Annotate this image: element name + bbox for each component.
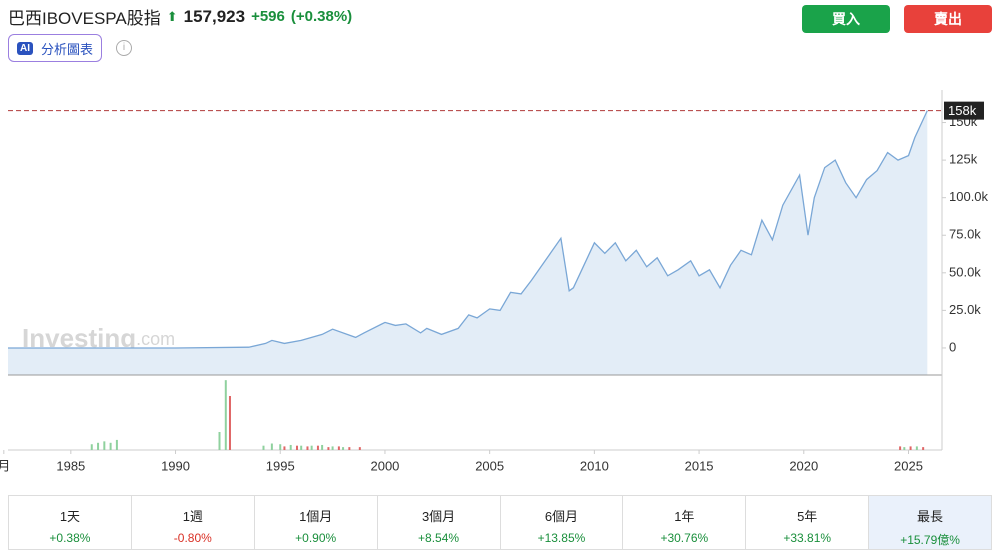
- volume-bar: [922, 447, 925, 450]
- price: 157,923: [183, 6, 246, 26]
- period-tab[interactable]: 最長 +15.79億%: [869, 496, 991, 549]
- chart: Investing.com 025.0k50.0k75.0k100.0k125k1…: [0, 90, 989, 473]
- period-change: +13.85%: [537, 531, 586, 545]
- period-change: +30.76%: [660, 531, 709, 545]
- y-tick-label: 50.0k: [949, 264, 981, 279]
- period-tab[interactable]: 1週 -0.80%: [132, 496, 255, 549]
- period-tab[interactable]: 5年 +33.81%: [746, 496, 870, 549]
- current-price-box: [944, 101, 984, 120]
- x-tick-label: 2020: [789, 458, 818, 473]
- period-label: 1年: [674, 509, 695, 524]
- volume-bar: [97, 442, 100, 450]
- volume-bar: [262, 445, 265, 450]
- x-tick-label: 1985: [56, 458, 85, 473]
- volume-bar: [109, 442, 112, 450]
- x-tick-label: 1995: [266, 458, 295, 473]
- period-label: 最長: [917, 509, 944, 524]
- volume-bar: [300, 445, 303, 450]
- volume-bar: [903, 447, 906, 450]
- ai-label: 分析圖表: [41, 41, 94, 57]
- period-change: +8.54%: [418, 531, 460, 545]
- volume-bar: [358, 447, 361, 450]
- volume-bar: [337, 446, 340, 450]
- volume-bar: [321, 444, 324, 450]
- y-tick-label: 25.0k: [949, 302, 981, 317]
- volume-bar: [218, 432, 221, 450]
- period-change: +15.79億%: [900, 533, 960, 547]
- volume-bar: [909, 446, 912, 450]
- volume-bar: [270, 443, 273, 450]
- x-tick-label: 2015: [685, 458, 714, 473]
- header: 巴西IBOVESPA股指 ⬆ 157,923 +596 (+0.38%): [8, 4, 352, 29]
- x-tick-label: 1990: [161, 458, 190, 473]
- x-tick-label: 2000: [370, 458, 399, 473]
- volume-bar: [342, 447, 345, 450]
- volume-bar: [310, 445, 313, 450]
- volume-bar: [295, 445, 298, 450]
- volume-bar: [348, 447, 351, 450]
- period-label: 5年: [797, 509, 818, 524]
- buy-button[interactable]: 買入: [802, 5, 890, 33]
- period-change: +0.38%: [49, 531, 91, 545]
- volume-bar: [279, 444, 282, 450]
- period-tab[interactable]: 1個月 +0.90%: [255, 496, 378, 549]
- volume-bar: [915, 446, 918, 450]
- x-tick-label: 2025: [894, 458, 923, 473]
- volume-bar: [103, 441, 106, 450]
- volume-bar: [327, 447, 330, 450]
- period-tab[interactable]: 6個月 +13.85%: [501, 496, 624, 549]
- ai-badge: AI: [17, 41, 33, 55]
- info-icon[interactable]: i: [116, 40, 132, 56]
- title: 巴西IBOVESPA股指: [8, 9, 161, 28]
- period-label: 6個月: [544, 509, 579, 524]
- watermark-suffix: .com: [136, 329, 175, 349]
- period-tab[interactable]: 1天 +0.38%: [9, 496, 132, 549]
- volume-bar: [90, 444, 93, 450]
- x-tick-label: 2010: [580, 458, 609, 473]
- period-change: +33.81%: [783, 531, 832, 545]
- up-arrow: ⬆: [166, 8, 178, 24]
- y-tick-label: 75.0k: [949, 227, 981, 242]
- change-pct: (+0.38%): [290, 8, 353, 25]
- y-tick-label: 125k: [949, 152, 978, 167]
- area: [8, 110, 928, 375]
- volume-bar: [306, 446, 309, 450]
- period-tab[interactable]: 1年 +30.76%: [623, 496, 747, 549]
- ai-analysis-button[interactable]: AI 分析圖表: [8, 34, 103, 62]
- period-change: +0.90%: [295, 531, 337, 545]
- y-tick-label: 0: [949, 339, 956, 354]
- x-tick-label: 月: [0, 458, 10, 473]
- period-change: -0.80%: [173, 531, 212, 545]
- sell-button[interactable]: 賣出: [904, 5, 992, 33]
- period-label: 3個月: [421, 509, 456, 524]
- period-tabs: 1天 +0.38% 1週 -0.80% 1個月 +0.90% 3個月 +8.54% 6個月 +13…: [8, 495, 992, 550]
- price-line: [8, 110, 928, 349]
- volume-bar: [228, 396, 231, 450]
- volume-bar: [331, 446, 334, 450]
- volume-bar: [289, 444, 292, 450]
- volume-bar: [316, 445, 319, 450]
- x-tick-label: 2005: [475, 458, 504, 473]
- current-price-label: 158k: [948, 103, 977, 118]
- volume-bar: [283, 446, 286, 450]
- period-label: 1個月: [299, 509, 333, 524]
- period-label: 1週: [182, 509, 203, 524]
- change: +596: [251, 8, 285, 25]
- volume-bar: [224, 380, 227, 450]
- period-label: 1天: [59, 509, 81, 524]
- volume-bar: [115, 439, 118, 450]
- volume-bar: [899, 446, 902, 450]
- y-tick-label: 100.0k: [949, 189, 989, 204]
- period-tab[interactable]: 3個月 +8.54%: [378, 496, 501, 549]
